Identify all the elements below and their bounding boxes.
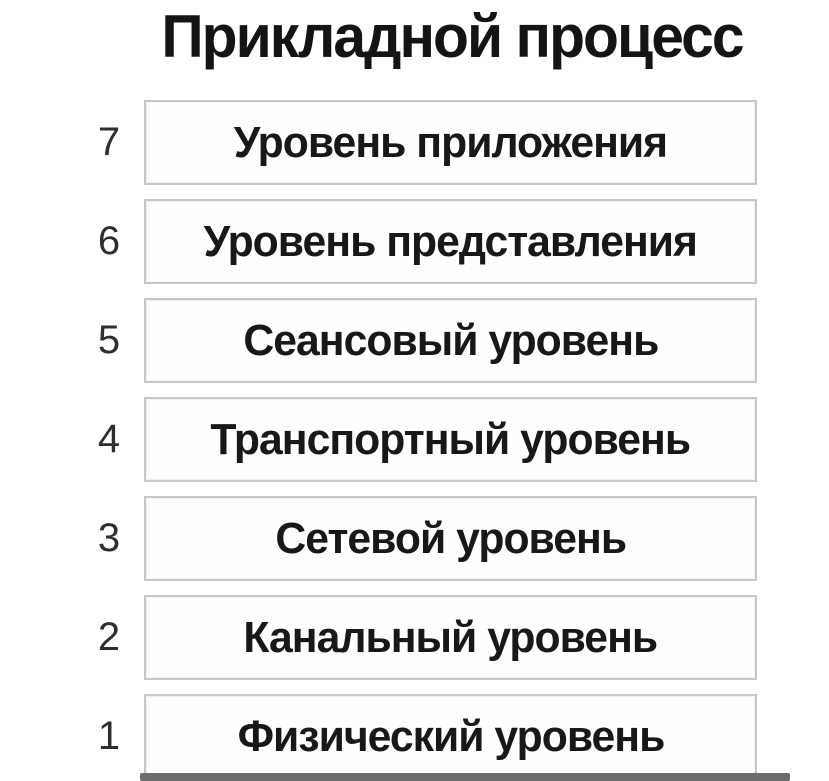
layer-box: Сеансовый уровень — [144, 298, 757, 383]
layer-label: Сеансовый уровень — [243, 315, 659, 365]
layer-row: 2 Канальный уровень — [0, 595, 829, 680]
layer-box: Транспортный уровень — [144, 397, 757, 482]
layer-box: Сетевой уровень — [144, 496, 757, 581]
layer-box: Физический уровень — [144, 694, 757, 779]
layer-number: 4 — [97, 417, 121, 461]
layer-number: 3 — [97, 516, 121, 560]
layer-number: 1 — [97, 714, 121, 758]
layer-row: 3 Сетевой уровень — [0, 496, 829, 581]
layer-number: 7 — [97, 120, 121, 164]
layer-rows: 7 Уровень приложения 6 Уровень представл… — [0, 100, 829, 779]
layer-label: Уровень приложения — [233, 117, 668, 167]
diagram-title: Прикладной процесс — [161, 3, 744, 70]
layer-row: 6 Уровень представления — [0, 199, 829, 284]
layer-label: Транспортный уровень — [210, 414, 692, 464]
layer-box: Уровень представления — [144, 199, 757, 284]
layer-label: Физический уровень — [237, 711, 665, 761]
layer-row: 7 Уровень приложения — [0, 100, 829, 185]
layer-number: 6 — [97, 219, 121, 263]
layer-label: Уровень представления — [203, 216, 698, 266]
bottom-scan-line — [140, 773, 790, 781]
layer-number: 2 — [97, 615, 121, 659]
layer-number: 5 — [97, 318, 121, 362]
layer-row: 1 Физический уровень — [0, 694, 829, 779]
layer-row: 5 Сеансовый уровень — [0, 298, 829, 383]
layer-row: 4 Транспортный уровень — [0, 397, 829, 482]
layer-label: Сетевой уровень — [275, 513, 627, 563]
layer-label: Канальный уровень — [243, 612, 659, 662]
layer-box: Уровень приложения — [144, 100, 757, 185]
layer-box: Канальный уровень — [144, 595, 757, 680]
